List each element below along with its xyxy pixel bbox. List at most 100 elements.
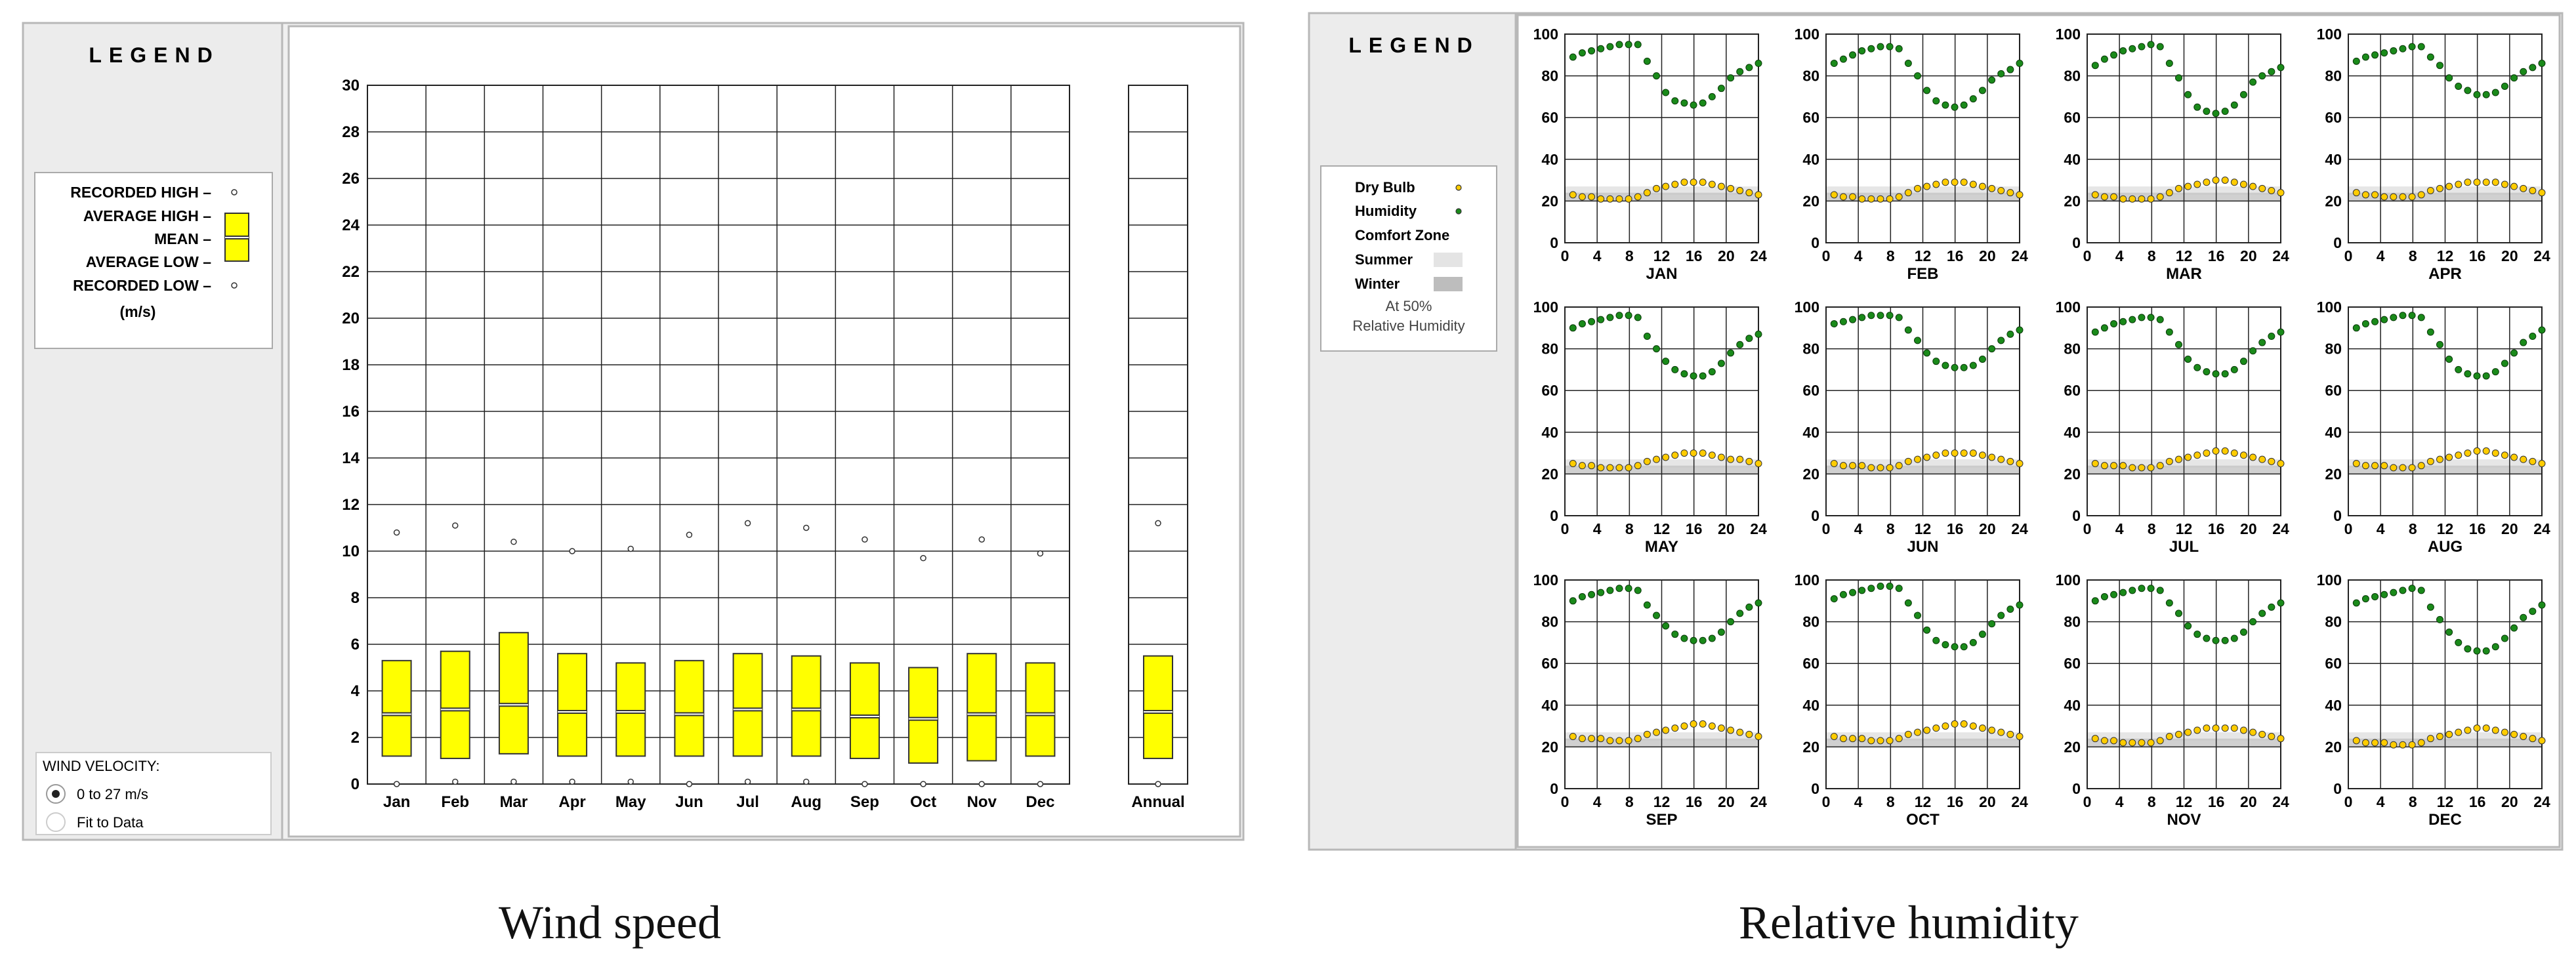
humidity-point	[1569, 324, 1577, 332]
humidity-point	[2100, 324, 2108, 332]
panel-frame	[1825, 306, 2020, 516]
y-tick-label: 60	[1802, 109, 1819, 126]
humidity-point	[1699, 99, 1707, 107]
y-tick-label: 40	[1541, 697, 1558, 714]
x-tick-label: Mar	[500, 793, 528, 811]
humidity-point	[1727, 349, 1735, 357]
y-tick-label: 80	[2064, 613, 2081, 631]
dry-bulb-point	[2473, 447, 2481, 455]
humidity-point	[2501, 634, 2508, 642]
panel-sep: 0 4 8 12 16 20 24 0 20 40 60 80 100 SEP	[1533, 571, 1767, 829]
x-tick-label: 12	[1915, 520, 1932, 537]
y-tick-label: 0	[2072, 780, 2081, 797]
dry-bulb-point	[1895, 462, 1903, 470]
recorded-low-point	[920, 781, 926, 787]
y-tick-label: 0	[1550, 507, 1558, 524]
dry-bulb-point	[2203, 449, 2211, 457]
y-tick-label: 100	[1795, 26, 1819, 43]
x-tick-label: 4	[1593, 793, 1602, 810]
winter-swatch	[1434, 277, 1463, 291]
dry-bulb-point	[1662, 182, 1670, 190]
humidity-marker	[1455, 208, 1462, 215]
dry-bulb-point	[2016, 733, 2024, 740]
dry-bulb-point	[2361, 462, 2369, 470]
panel-frame	[1825, 579, 2020, 789]
panel-month-label: APR	[2428, 265, 2462, 283]
recorded-high-point	[1155, 520, 1161, 527]
dry-bulb-point	[2193, 451, 2201, 459]
x-tick-label: 4	[2115, 520, 2124, 537]
dry-bulb-point	[2165, 457, 2173, 465]
dry-bulb-point	[1680, 449, 1688, 457]
panel-jul: 0 4 8 12 16 20 24 0 20 40 60 80 100 JUL	[2056, 299, 2289, 556]
humidity-point	[1569, 53, 1577, 61]
y-tick-label: 40	[1802, 424, 1819, 441]
recorded-low-point	[978, 781, 985, 787]
dry-bulb-point	[2352, 189, 2360, 197]
humidity-point	[1904, 60, 1912, 68]
humidity-point	[2239, 91, 2247, 98]
x-tick-label: 20	[1979, 520, 1996, 537]
dry-bulb-point	[1951, 720, 1959, 728]
humidity-point	[1745, 603, 1753, 611]
x-tick-label: Dec	[1026, 793, 1054, 811]
dry-bulb-point	[2110, 737, 2118, 745]
humidity-point	[2417, 43, 2425, 51]
humidity-point	[2221, 636, 2229, 644]
humidity-point	[2352, 599, 2360, 607]
humidity-point	[2529, 333, 2537, 341]
dry-bulb-point	[2091, 735, 2099, 743]
humidity-point	[1708, 634, 1716, 642]
humidity-point	[1578, 49, 1586, 57]
humidity-point	[1634, 41, 1642, 49]
x-tick-label: 8	[2148, 793, 2156, 810]
humidity-point	[2221, 370, 2229, 378]
recorded-low-point	[686, 781, 693, 787]
dry-bulb-point	[1755, 191, 1762, 199]
dry-bulb-point	[1914, 455, 1922, 463]
humidity-point	[2268, 603, 2275, 611]
x-tick-label: Sep	[850, 793, 879, 811]
dry-bulb-point	[2501, 180, 2508, 188]
dry-bulb-point	[2258, 184, 2266, 192]
x-tick-label: 24	[2272, 520, 2289, 537]
x-tick-label: Jan	[383, 793, 410, 811]
x-tick-label: 12	[1653, 247, 1671, 264]
dry-bulb-point	[2473, 178, 2481, 186]
dry-bulb-point	[2091, 460, 2099, 467]
dry-bulb-point	[1895, 193, 1903, 201]
x-tick-label: 8	[2148, 247, 2156, 264]
humidity-point	[2239, 358, 2247, 365]
humidity-point	[2352, 57, 2360, 65]
dry-bulb-point	[1634, 193, 1642, 201]
dry-bulb-point	[1662, 726, 1670, 734]
x-tick-label: 0	[1561, 793, 1569, 810]
x-tick-label: 8	[1625, 520, 1634, 537]
radio-fit-to-data[interactable]	[46, 812, 66, 832]
option-fit-to-data[interactable]: Fit to Data	[77, 814, 144, 831]
wind-legend-panel	[22, 22, 283, 841]
y-tick-label: 2	[351, 729, 360, 747]
option-0-to-27[interactable]: 0 to 27 m/s	[77, 786, 148, 802]
y-tick-label: 40	[1541, 424, 1558, 441]
x-tick-label: 20	[2240, 793, 2257, 810]
x-tick-label: 0	[2083, 247, 2092, 264]
dry-bulb-point	[1606, 464, 1614, 472]
humidity-point	[1867, 312, 1875, 320]
dry-bulb-point	[2277, 735, 2285, 743]
dry-bulb-point	[2100, 193, 2108, 201]
y-tick-label: 60	[2325, 382, 2342, 399]
dry-bulb-point	[2352, 460, 2360, 467]
dry-bulb-marker	[1455, 184, 1462, 191]
dry-bulb-point	[1615, 195, 1623, 203]
x-tick-label: 4	[2377, 247, 2385, 264]
humidity-point	[2455, 83, 2462, 90]
x-tick-label: Apr	[558, 793, 585, 811]
dry-bulb-point	[1877, 737, 1884, 745]
recorded-low-point	[1037, 781, 1044, 787]
dry-bulb-point	[1904, 730, 1912, 738]
dry-bulb-point	[1588, 462, 1596, 470]
dry-bulb-point	[1578, 462, 1586, 470]
panel-month-label: JUN	[1907, 538, 1938, 556]
humidity-point	[2119, 47, 2127, 54]
